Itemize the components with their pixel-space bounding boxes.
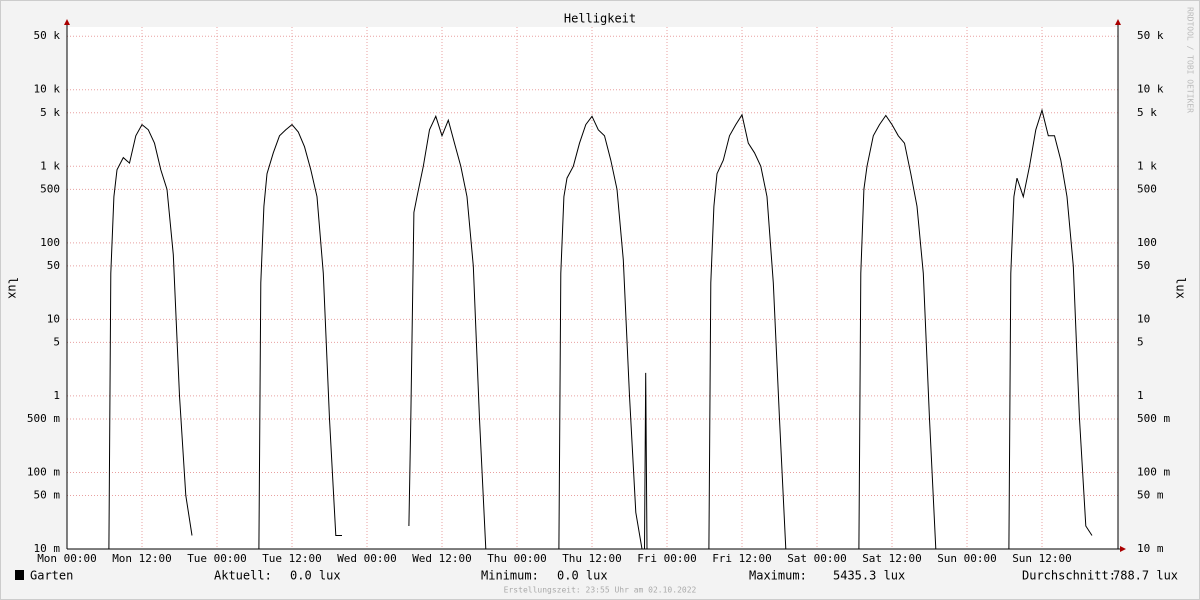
x-tick-label: Tue 00:00 [187,552,247,565]
y-tick-label-right: 5 k [1137,106,1157,119]
y-tick-label: 1 k [40,159,60,172]
watermark: RRDTOOL / TOBI OETIKER [1186,7,1195,113]
y-tick-label-right: 500 [1137,182,1157,195]
chart-title: Helligkeit [564,12,636,26]
x-tick-label: Tue 12:00 [262,552,322,565]
series-line [108,108,1093,550]
stat-value: 0.0 lux [557,569,608,583]
stat-label: Durchschnitt: [1022,569,1116,583]
marks [108,108,1093,550]
y-tick-label: 500 [40,182,60,195]
y-tick-label-right: 5 [1137,335,1144,348]
stat-label: Maximum: [749,569,807,583]
y-tick-label: 500 m [27,412,60,425]
y-tick-label-right: 1 [1137,389,1144,402]
y-tick-label: 5 k [40,106,60,119]
legend-label: Garten [30,569,73,583]
y-tick-label: 50 m [34,488,61,501]
y-tick-label: 100 m [27,465,60,478]
x-tick-label: Thu 12:00 [562,552,622,565]
stat-value: 788.7 lux [1113,569,1178,583]
y-tick-label-right: 10 [1137,312,1150,325]
x-tick-label: Wed 12:00 [412,552,472,565]
y-tick-label-right: 100 [1137,236,1157,249]
y-tick-label-right: 10 k [1137,83,1164,96]
x-tick-label: Sun 00:00 [937,552,997,565]
stat-label: Minimum: [481,569,539,583]
x-tick-label: Mon 12:00 [112,552,172,565]
stat-label: Aktuell: [214,569,272,583]
x-tick-label: Sun 12:00 [1012,552,1072,565]
y-axis-label-right: lux [1174,277,1188,299]
y-tick-label-right: 10 m [1137,542,1164,555]
y-tick-label-right: 50 k [1137,29,1164,42]
stat-value: 0.0 lux [290,569,341,583]
y-tick-label-right: 100 m [1137,465,1170,478]
y-tick-label: 10 m [34,542,61,555]
x-tick-label: Mon 00:00 [37,552,97,565]
x-tick-label: Sat 00:00 [787,552,847,565]
y-tick-label-right: 500 m [1137,412,1170,425]
y-axis-label: lux [6,277,20,299]
y-tick-label-right: 50 m [1137,488,1164,501]
x-tick-label: Sat 12:00 [862,552,922,565]
x-tick-label: Thu 00:00 [487,552,547,565]
y-tick-label-right: 1 k [1137,159,1157,172]
x-tick-label: Wed 00:00 [337,552,397,565]
x-tick-label: Fri 00:00 [637,552,697,565]
y-tick-label: 50 [47,259,60,272]
y-tick-label: 1 [53,389,60,402]
footer: Erstellungszeit: 23:55 Uhr am 02.10.2022 [504,586,697,595]
y-tick-label: 10 [47,312,60,325]
y-tick-label: 5 [53,335,60,348]
y-tick-label-right: 50 [1137,259,1150,272]
y-tick-label: 100 [40,236,60,249]
legend-swatch [15,570,24,580]
y-tick-label: 50 k [34,29,61,42]
y-tick-label: 10 k [34,83,61,96]
stat-value: 5435.3 lux [833,569,905,583]
x-tick-label: Fri 12:00 [712,552,772,565]
